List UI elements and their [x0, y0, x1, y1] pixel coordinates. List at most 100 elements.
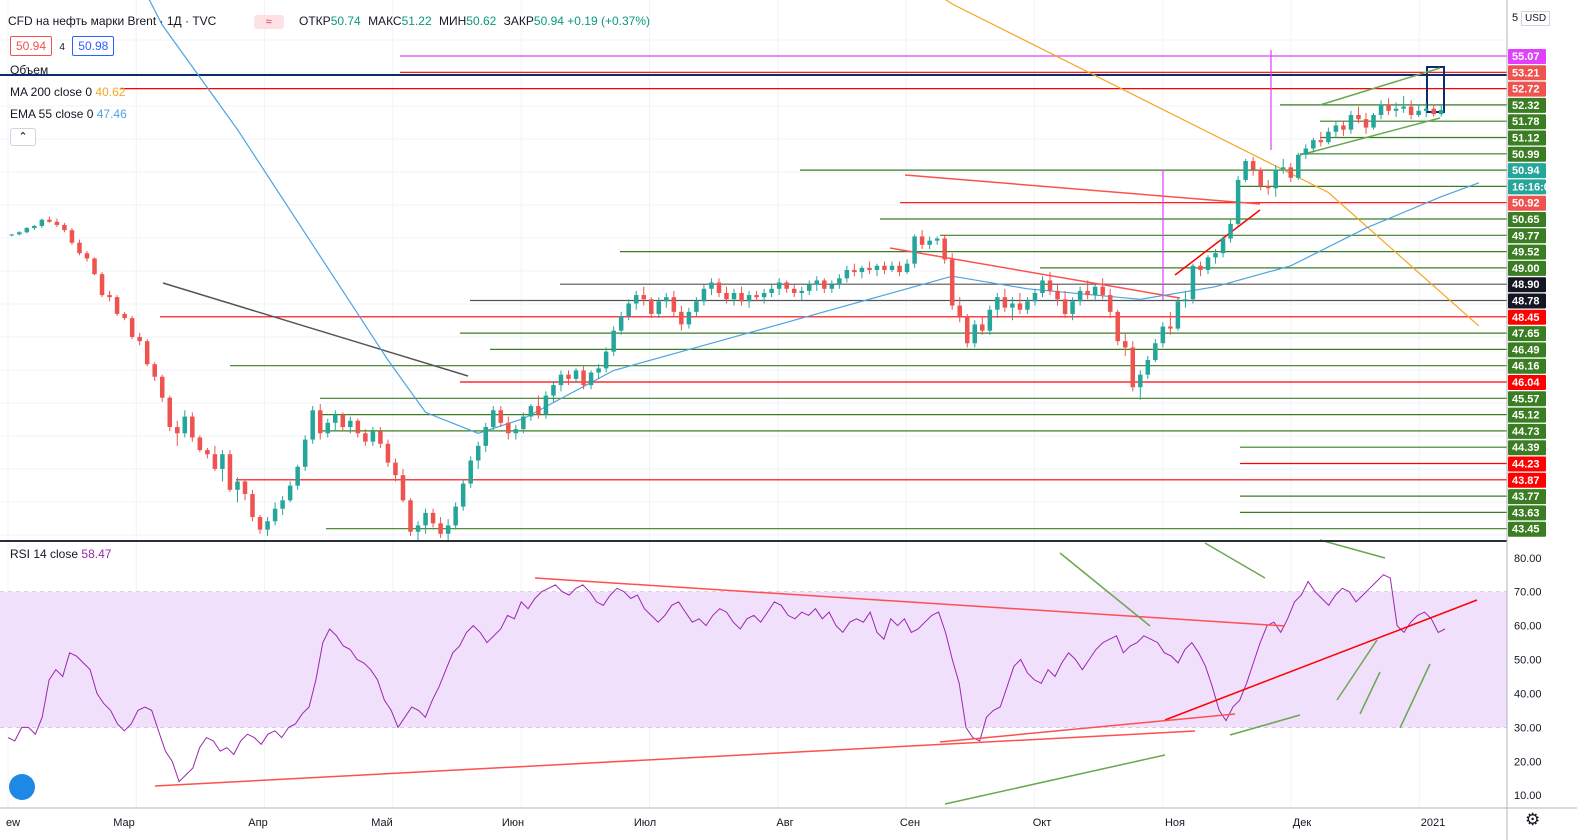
candle-body — [159, 376, 165, 398]
candle-body — [1175, 301, 1181, 329]
candle-body — [964, 316, 970, 344]
candle-body — [995, 297, 1000, 310]
time-axis-labels: еw Мар Апр Май Июн Июл Авг Сен Окт Ноя Дек 2021 — [6, 817, 1445, 829]
candle-body — [603, 351, 609, 369]
candle-body — [1002, 297, 1008, 308]
rsi-tick-label: 80.00 — [1514, 553, 1542, 565]
candle-body — [573, 370, 579, 379]
candle-body — [62, 224, 67, 231]
candle-body — [39, 219, 45, 226]
candle-body — [378, 431, 383, 444]
candle-body — [927, 240, 932, 245]
candle-body — [596, 368, 601, 373]
candle-body — [84, 253, 90, 259]
high-value: 51.22 — [401, 14, 432, 28]
rsi-tick-label: 30.00 — [1514, 722, 1542, 734]
candle-body — [144, 341, 150, 365]
candle-body — [92, 258, 97, 275]
ma-legend[interactable]: MA 200 close 0 40.62 — [10, 85, 125, 99]
candle-body — [581, 370, 586, 386]
candle-body — [400, 475, 406, 501]
symbol-title[interactable]: CFD на нефть марки Brent · 1Д · TVC — [8, 14, 217, 28]
rsi-value: 58.47 — [81, 547, 112, 561]
candle-body — [1025, 301, 1030, 310]
price-axis-labels: 55.07 53.21 52.72 52.32 51.78 51.12 50.99 50.94… — [1508, 49, 1556, 537]
trend-lines — [162, 67, 1441, 377]
candle-body — [588, 372, 594, 386]
candle-body — [1423, 108, 1429, 111]
price-label-text: 43.63 — [1512, 507, 1540, 519]
candle-body — [295, 466, 300, 486]
ema-label: EMA 55 close 0 — [10, 107, 94, 121]
candle-body — [1311, 140, 1316, 149]
time-axis-label: 2021 — [1421, 817, 1445, 829]
price-label-box — [1508, 146, 1546, 162]
collapse-legend-button[interactable]: ⌃ — [10, 128, 36, 146]
candle-body — [1371, 114, 1376, 128]
change-value: +0.19 (+0.37%) — [567, 14, 650, 28]
candle-body — [611, 330, 616, 352]
candle-body — [754, 295, 759, 298]
candle-body — [1318, 140, 1324, 143]
candle-body — [1010, 303, 1015, 308]
rsi-trend-line — [1204, 542, 1266, 579]
candle-body — [671, 297, 677, 312]
ema-legend[interactable]: EMA 55 close 0 47.46 — [10, 107, 127, 121]
candle-body — [9, 234, 15, 236]
candle-body — [423, 512, 428, 526]
chevron-up-icon: ⌃ — [18, 131, 28, 143]
candle-body — [483, 427, 489, 446]
candle-body — [1055, 290, 1060, 300]
candle-body — [265, 521, 270, 530]
price-label-text: 53.21 — [1512, 67, 1540, 79]
rsi-trend-line — [1059, 552, 1151, 627]
volume-label[interactable]: Объем — [10, 63, 49, 77]
candle-body — [1348, 114, 1354, 130]
high-label: МАКС — [368, 14, 402, 28]
candle-body — [1356, 114, 1361, 120]
price-label-box — [1508, 244, 1546, 260]
candle-body — [822, 280, 827, 289]
time-axis-label: Окт — [1033, 817, 1052, 829]
currency-box[interactable]: USD — [1521, 11, 1551, 26]
price-label-box — [1508, 195, 1546, 211]
candle-body — [1341, 125, 1346, 130]
price-label-text: 46.16 — [1512, 361, 1540, 373]
rsi-trend-line — [1319, 539, 1386, 559]
candle-body — [325, 422, 331, 434]
price-label-box — [1508, 326, 1546, 342]
price-label-text: 52.72 — [1512, 84, 1540, 96]
candle-body — [24, 228, 30, 233]
price-label-text: 50.94 — [1512, 165, 1540, 177]
price-label-box — [1508, 130, 1546, 146]
candle-body — [1250, 161, 1256, 170]
settings-chip[interactable]: ≈ — [253, 15, 284, 29]
candle-body — [1265, 186, 1271, 189]
trend-line — [904, 174, 1261, 205]
candle-body — [874, 265, 880, 270]
settings-gear-icon[interactable]: ⚙ — [1525, 810, 1541, 829]
candle-body — [1326, 131, 1331, 143]
candle-body — [99, 274, 105, 296]
time-axis-label: Дек — [1293, 817, 1312, 829]
rsi-legend[interactable]: RSI 14 close 58.47 — [10, 547, 111, 561]
ask-box[interactable]: 50.98 — [72, 36, 115, 56]
candle-body — [107, 295, 112, 298]
candle-body — [77, 242, 82, 254]
price-label-text: 48.78 — [1512, 296, 1540, 308]
tradingview-logo-icon[interactable] — [9, 774, 35, 800]
candle-body — [212, 454, 218, 469]
candle-body — [310, 410, 315, 440]
ma-label: MA 200 close 0 — [10, 85, 93, 99]
rsi-tick-label: 60.00 — [1514, 621, 1542, 633]
bid-box[interactable]: 50.94 — [10, 36, 53, 56]
rsi-trend-line — [1336, 639, 1378, 701]
time-axis-label: еw — [6, 817, 20, 829]
candle-body — [1017, 303, 1023, 310]
rsi-trend-lines — [154, 539, 1478, 805]
candle-body — [182, 416, 188, 434]
legend-title-row: CFD на нефть марки Brent · 1Д · TVC ≈ ОТ… — [8, 14, 650, 29]
price-label-text: 44.39 — [1512, 442, 1540, 454]
low-value: 50.62 — [466, 14, 497, 28]
